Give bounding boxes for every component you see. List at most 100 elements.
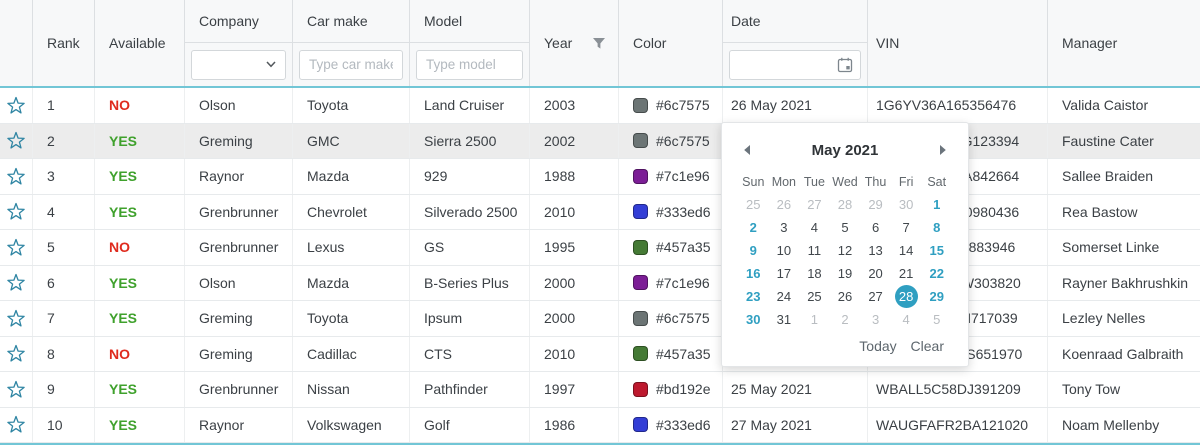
calendar-day[interactable]: 25 — [807, 289, 822, 304]
cell-year: 1997 — [530, 372, 619, 407]
calendar-day[interactable]: 19 — [837, 266, 853, 281]
calendar-day[interactable]: 26 — [776, 197, 792, 212]
calendar-day[interactable]: 3 — [780, 220, 788, 235]
calendar-day[interactable]: 14 — [898, 243, 914, 258]
cell-manager: Rayner Bakhrushkin — [1062, 274, 1189, 291]
calendar-title[interactable]: May 2021 — [811, 141, 879, 159]
date-header-label-row[interactable]: Date — [723, 0, 867, 43]
column-header-rank[interactable]: Rank — [33, 0, 95, 86]
cell-available: NO — [95, 336, 185, 371]
calendar-day[interactable]: 29 — [868, 197, 883, 212]
calendar-day[interactable]: 8 — [933, 220, 941, 235]
calendar-day[interactable]: 28 — [837, 197, 853, 212]
header-accent-line — [0, 86, 1200, 88]
calendar-day[interactable]: 22 — [929, 266, 944, 281]
color-hex-label: #333ed6 — [656, 416, 711, 433]
table-row[interactable]: 9 YES Grenbrunner Nissan Pathfinder 1997 #bd19… — [0, 372, 1200, 408]
table-row[interactable]: 4 YES Grenbrunner Chevrolet Silverado 2500 20… — [0, 194, 1200, 230]
company-header-label-row[interactable]: Company — [185, 0, 292, 43]
calendar-day[interactable]: 4 — [902, 312, 910, 327]
star-icon[interactable] — [6, 131, 26, 150]
header-filter-funnel-icon[interactable] — [592, 37, 606, 50]
calendar-day[interactable]: 13 — [868, 243, 883, 258]
calendar-day[interactable]: 2 — [749, 220, 757, 235]
car-make-filter-input[interactable] — [299, 49, 403, 80]
company-filter-select[interactable] — [191, 49, 286, 80]
star-icon[interactable] — [6, 309, 26, 328]
calendar-day[interactable]: 5 — [933, 312, 941, 327]
star-icon[interactable] — [6, 96, 26, 115]
cell-date: 27 May 2021 — [723, 407, 868, 442]
cell-available: YES — [95, 265, 185, 300]
star-icon[interactable] — [6, 167, 26, 186]
star-icon[interactable] — [6, 238, 26, 257]
calendar-day[interactable]: 25 — [746, 197, 761, 212]
table-row[interactable]: 1 NO Olson Toyota Land Cruiser 2003 #6c7575 26 … — [0, 88, 1200, 124]
car-make-header-label-row[interactable]: Car make — [293, 0, 409, 43]
column-header-available[interactable]: Available — [95, 0, 185, 86]
calendar-day[interactable]: 21 — [898, 266, 914, 281]
table-row[interactable]: 7YESGremingToyotaIpsum2000#6c75754T1BE32… — [0, 301, 1200, 337]
calendar-day[interactable]: 5 — [841, 220, 849, 235]
model-filter-row — [410, 43, 529, 86]
cell-manager: Somerset Linke — [1062, 239, 1160, 256]
column-header-date: Date — [723, 0, 868, 86]
cell-year: 2000 — [530, 265, 619, 300]
favorite-cell — [0, 123, 33, 158]
star-icon[interactable] — [6, 415, 26, 434]
column-header-model: Model — [410, 0, 530, 86]
cell-year: 1995 — [530, 230, 619, 265]
table-row[interactable]: 3YESRaynorMazda9291988#7c1e96JM1BG2242XA… — [0, 159, 1200, 195]
cell-available: NO — [95, 230, 185, 265]
calendar-clear-button[interactable]: Clear — [910, 338, 944, 354]
star-icon[interactable] — [6, 202, 26, 221]
calendar-day[interactable]: 15 — [929, 243, 944, 258]
calendar-day[interactable]: 6 — [871, 220, 880, 235]
calendar-day[interactable]: 3 — [871, 312, 880, 327]
calendar-day[interactable]: 11 — [807, 243, 822, 258]
column-header-manager[interactable]: Manager — [1048, 0, 1200, 86]
calendar-next-month-button[interactable] — [934, 141, 952, 159]
calendar-day[interactable]: 2 — [841, 312, 849, 327]
star-icon[interactable] — [6, 380, 26, 399]
calendar-day[interactable]: 31 — [776, 312, 792, 327]
calendar-day[interactable]: 18 — [807, 266, 822, 281]
calendar-day[interactable]: 17 — [776, 266, 792, 281]
table-row[interactable]: 10 YES Raynor Volkswagen Golf 1986 #333ed6 27 M… — [0, 407, 1200, 443]
calendar-day[interactable]: 1 — [810, 312, 819, 327]
calendar-day[interactable]: 24 — [776, 289, 792, 304]
column-header-color[interactable]: Color — [619, 0, 723, 86]
table-row[interactable]: 5NOGrenbrunnerLexusGS1995#457a35JT8BH28F… — [0, 230, 1200, 266]
calendar-day[interactable]: 27 — [807, 197, 822, 212]
calendar-day[interactable]: 4 — [810, 220, 819, 235]
calendar-day[interactable]: 26 — [837, 289, 853, 304]
calendar-day[interactable]: 20 — [868, 266, 883, 281]
calendar-day[interactable]: 27 — [868, 289, 883, 304]
calendar-day[interactable]: 10 — [776, 243, 792, 258]
model-filter-input[interactable] — [416, 49, 523, 80]
calendar-day[interactable]: 12 — [837, 243, 853, 258]
calendar-day[interactable]: 29 — [929, 289, 944, 304]
favorite-cell — [0, 372, 33, 407]
calendar-day[interactable]: 30 — [898, 197, 914, 212]
cell-manager: Faustine Cater — [1062, 132, 1154, 149]
model-header-label-row[interactable]: Model — [410, 0, 529, 43]
star-icon[interactable] — [6, 344, 26, 363]
calendar-today-button[interactable]: Today — [859, 338, 897, 354]
calendar-prev-month-button[interactable] — [738, 141, 756, 159]
star-icon[interactable] — [6, 273, 26, 292]
calendar-day[interactable]: 1 — [933, 197, 941, 212]
calendar-day[interactable]: 30 — [746, 312, 761, 327]
table-row[interactable]: 8NOGremingCadillacCTS2010#457a35WBANE535… — [0, 336, 1200, 372]
cell-available: YES — [95, 407, 185, 442]
calendar-day[interactable]: 23 — [746, 289, 761, 304]
calendar-day[interactable]: 16 — [746, 266, 761, 281]
calendar-day-selected[interactable]: 28 — [894, 285, 918, 308]
calendar-day[interactable]: 7 — [902, 220, 910, 235]
calendar-icon[interactable] — [837, 57, 853, 73]
calendar-day[interactable]: 9 — [749, 243, 757, 258]
column-header-vin[interactable]: VIN — [868, 0, 1048, 86]
column-header-year[interactable]: Year — [530, 0, 619, 86]
